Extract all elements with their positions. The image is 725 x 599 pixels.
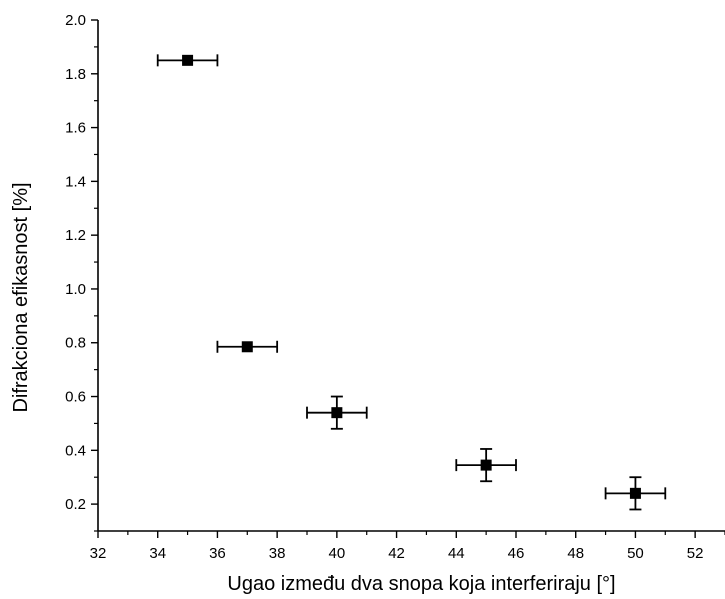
y-tick-label: 0.4: [65, 442, 86, 459]
y-tick-label: 1.8: [65, 66, 86, 83]
data-point: [156, 54, 219, 67]
ticks: 32 34 36 38 40 42 44 46 48 50 52 0.2 0.4 0.6 0.8 1.0 1.2…: [65, 12, 725, 562]
x-tick-label: 38: [269, 545, 286, 562]
x-tick-label: 42: [388, 545, 405, 562]
y-tick-label: 1.4: [65, 173, 86, 190]
square-marker: [331, 407, 343, 419]
x-tick-label: 32: [90, 545, 107, 562]
y-tick-label: 1.2: [65, 227, 86, 244]
x-tick-label: 44: [448, 545, 465, 562]
data-point: [306, 395, 368, 430]
x-tick-label: 50: [627, 545, 644, 562]
data-point: [455, 448, 517, 483]
x-tick-label: 40: [329, 545, 346, 562]
x-tick-label: 36: [209, 545, 226, 562]
y-tick-label: 1.0: [65, 281, 86, 298]
data-points: [156, 54, 667, 511]
y-tick-label: 0.6: [65, 389, 86, 406]
y-axis-title: Difrakciona efikasnost [%]: [10, 182, 32, 412]
y-tick-label: 1.6: [65, 120, 86, 137]
data-point: [216, 340, 279, 353]
x-axis-title: Ugao između dva snopa koja interferiraju…: [227, 573, 615, 595]
axes: [97, 20, 725, 532]
y-tick-label: 2.0: [65, 12, 86, 29]
y-tick-label: 0.8: [65, 335, 86, 352]
x-tick-label: 52: [687, 545, 704, 562]
x-tick-label: 46: [508, 545, 525, 562]
y-tick-label: 0.2: [65, 496, 86, 513]
data-point: [604, 476, 667, 511]
x-tick-label: 48: [567, 545, 584, 562]
square-marker: [480, 459, 492, 471]
square-marker: [629, 487, 641, 499]
x-tick-label: 34: [149, 545, 166, 562]
square-marker: [182, 54, 194, 66]
square-marker: [241, 341, 253, 353]
